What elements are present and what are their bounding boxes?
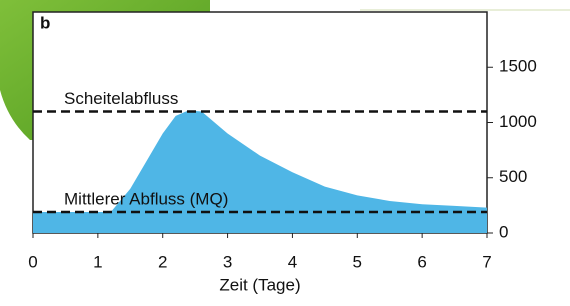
reference-label: Mittlerer Abfluss (MQ) bbox=[64, 189, 228, 208]
y-tick-label: 1000 bbox=[499, 112, 537, 131]
chart: b Zeit (Tage) Scheitelabfluss Mittlerer A… bbox=[0, 0, 570, 301]
x-tick-label: 5 bbox=[353, 252, 362, 271]
x-tick-label: 4 bbox=[288, 252, 297, 271]
y-tick-label: 0 bbox=[499, 222, 508, 241]
reference-label: Scheitelabfluss bbox=[64, 89, 178, 108]
panel-label: b bbox=[40, 13, 50, 32]
x-tick-label: 7 bbox=[482, 252, 491, 271]
x-tick-label: 3 bbox=[223, 252, 232, 271]
y-tick-label: 1500 bbox=[499, 57, 537, 76]
y-tick-label: 500 bbox=[499, 167, 527, 186]
x-tick-label: 2 bbox=[158, 252, 167, 271]
x-tick-label: 1 bbox=[93, 252, 102, 271]
x-axis-label: Zeit (Tage) bbox=[219, 275, 300, 294]
x-tick-label: 0 bbox=[28, 252, 37, 271]
x-tick-label: 6 bbox=[417, 252, 426, 271]
